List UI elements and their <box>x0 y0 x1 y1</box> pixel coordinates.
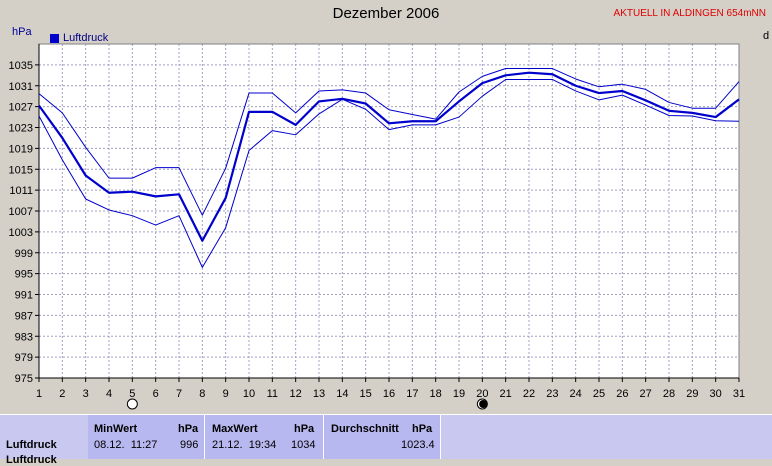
max-date: 21.12. 19:34 <box>212 439 277 451</box>
stats-row-label-2: Luftdruck <box>6 454 57 466</box>
aktuell-link[interactable]: AKTUELL IN ALDINGEN 654mNN <box>613 8 766 19</box>
x-tick-label: 27 <box>640 388 652 400</box>
pressure-chart: 9759799839879919959991003100710111015101… <box>9 43 745 410</box>
y-tick-label: 1035 <box>9 60 33 72</box>
x-tick-label: 10 <box>243 388 255 400</box>
avg-unit: hPa <box>412 423 433 435</box>
x-tick-label: 17 <box>406 388 418 400</box>
x-tick-label: 26 <box>616 388 628 400</box>
y-tick-label: 1011 <box>9 185 33 197</box>
series-line-mean <box>38 71 740 242</box>
x-tick-label: 16 <box>383 388 395 400</box>
legend-label: Luftdruck <box>63 32 109 44</box>
y-axis-unit: hPa <box>12 26 32 38</box>
y-axis-ticks: 975 979 983 987 991 995 999 1003 1007 1011 1015 101… <box>9 60 39 385</box>
moon-markers <box>126 398 488 410</box>
x-tick-label: 8 <box>199 388 205 400</box>
y-tick-label: 991 <box>15 290 33 302</box>
min-value: 996 <box>180 439 199 451</box>
y-tick-label: 1003 <box>9 227 33 239</box>
y-tick-label: 1007 <box>9 206 33 218</box>
x-tick-label: 4 <box>106 388 112 400</box>
legend-swatch <box>50 33 59 43</box>
x-tick-label: 5 <box>129 388 135 400</box>
min-header: MinWert <box>94 423 138 435</box>
x-tick-label: 7 <box>176 388 182 400</box>
x-tick-label: 2 <box>59 388 65 400</box>
avg-header: Durchschnitt <box>331 423 399 435</box>
avg-value: 1023.4 <box>401 439 435 451</box>
y-tick-label: 987 <box>15 310 33 322</box>
y-tick-label: 1031 <box>9 81 33 93</box>
x-tick-label: 31 <box>733 388 745 400</box>
min-date: 08.12. 11:27 <box>94 439 158 451</box>
new-moon-shadow <box>479 400 488 408</box>
x-tick-label: 24 <box>570 388 582 400</box>
x-tick-label: 14 <box>336 388 348 400</box>
y-tick-label: 1019 <box>9 143 33 155</box>
x-tick-label: 11 <box>267 388 278 400</box>
x-tick-label: 28 <box>663 388 675 400</box>
stats-max-cell: MaxWert hPa 21.12. 19:34 1034 <box>205 415 324 459</box>
series-line-max <box>38 68 740 216</box>
x-axis-ticks: 1 2 3 4 5 6 7 8 9 10 11 12 13 14 15 16 17 18 19 20 21 22 23 24 2… <box>36 378 745 400</box>
x-tick-label: 12 <box>290 388 302 400</box>
x-tick-label: 20 <box>476 388 488 400</box>
series-line-min <box>38 78 740 268</box>
x-tick-label: 15 <box>360 388 372 400</box>
x-tick-label: 1 <box>36 388 42 400</box>
x-tick-label: 18 <box>430 388 442 400</box>
y-tick-label: 979 <box>15 352 33 364</box>
x-tick-label: 6 <box>153 388 159 400</box>
full-moon-icon <box>126 398 138 410</box>
stats-min-cell: MinWert hPa 08.12. 11:27 996 <box>88 415 205 459</box>
y-tick-label: 995 <box>15 269 33 281</box>
max-unit: hPa <box>294 423 315 435</box>
stats-row-label: Luftdruck <box>6 439 57 451</box>
y-tick-label: 975 <box>15 373 33 385</box>
y-tick-label: 999 <box>15 248 33 260</box>
x-tick-label: 30 <box>710 388 722 400</box>
min-unit: hPa <box>178 423 199 435</box>
x-tick-label: 25 <box>593 388 605 400</box>
x-tick-label: 3 <box>83 388 89 400</box>
x-tick-label: 29 <box>686 388 698 400</box>
x-tick-label: 23 <box>546 388 558 400</box>
y-tick-label: 1023 <box>9 123 33 135</box>
max-header: MaxWert <box>212 423 258 435</box>
right-edge-label: d <box>763 30 770 42</box>
stats-table: Luftdruck Luftdruck MinWert hPa 08.12. 1… <box>0 414 772 466</box>
series-lines <box>38 68 740 268</box>
x-tick-label: 19 <box>453 388 465 400</box>
y-tick-label: 1015 <box>9 164 33 176</box>
y-tick-label: 1027 <box>9 102 33 114</box>
stats-avg-cell: Durchschnitt hPa 1023.4 <box>324 415 441 459</box>
x-tick-label: 13 <box>313 388 325 400</box>
legend: Luftdruck <box>50 32 108 44</box>
max-value: 1034 <box>291 439 316 451</box>
x-tick-label: 21 <box>500 388 512 400</box>
x-tick-label: 22 <box>523 388 535 400</box>
x-tick-label: 9 <box>223 388 229 400</box>
chart-title: Dezember 2006 <box>332 5 440 22</box>
y-tick-label: 983 <box>15 331 33 343</box>
